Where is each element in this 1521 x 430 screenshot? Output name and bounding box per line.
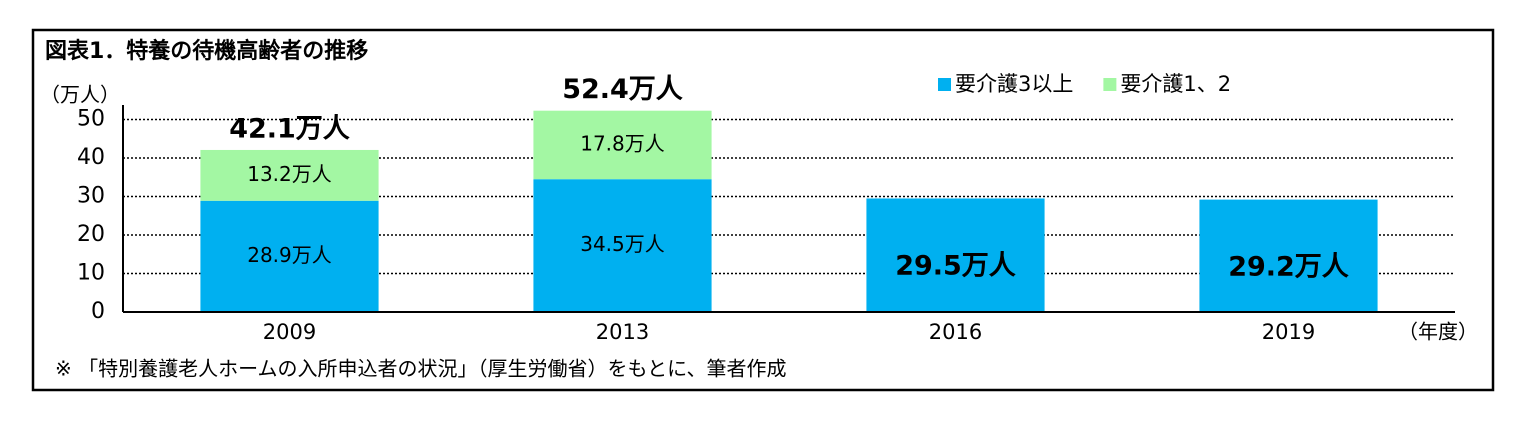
bar-segment <box>1199 199 1378 312</box>
data-label: 13.2万人 <box>247 162 332 186</box>
data-label: 29.2万人 <box>1228 251 1349 282</box>
legend-label: 要介護3以上 <box>955 72 1073 96</box>
y-tick-label: 0 <box>91 299 105 324</box>
total-label: 42.1万人 <box>229 113 350 144</box>
legend-swatch <box>1103 78 1117 91</box>
bar-segment <box>533 179 712 312</box>
bar-segment <box>200 149 379 201</box>
x-tick-label: 2009 <box>263 320 316 344</box>
total-label: 52.4万人 <box>562 74 683 105</box>
note: ※ 「特別養護老人ホームの入所申込者の状況」（厚生労働省）をもとに、筆者作成 <box>55 357 787 381</box>
frame <box>31 28 1495 392</box>
bar-segment <box>533 110 712 180</box>
bar-segment <box>200 200 379 312</box>
x-tick-label: 2019 <box>1262 320 1315 344</box>
data-label: 29.5万人 <box>895 251 1016 282</box>
x-tick-label: 2013 <box>596 320 649 344</box>
chart-title: 図表1．特養の待機高齢者の推移 <box>45 38 368 64</box>
data-label: 34.5万人 <box>580 232 665 256</box>
y-tick-label: 20 <box>77 222 105 247</box>
y-tick-label: 10 <box>77 261 105 286</box>
data-label: 17.8万人 <box>580 131 665 155</box>
bar-segment <box>866 198 1045 312</box>
y-axis-label: （万人） <box>40 83 120 107</box>
y-tick-label: 50 <box>77 107 105 132</box>
y-tick-label: 40 <box>77 145 105 170</box>
legend-label: 要介護1、2 <box>1120 72 1231 96</box>
x-tick-label: 2016 <box>929 320 982 344</box>
legend-swatch <box>938 78 951 91</box>
x-axis-label: （年度） <box>1398 320 1478 344</box>
data-label: 28.9万人 <box>247 243 332 267</box>
y-tick-label: 30 <box>77 184 105 209</box>
